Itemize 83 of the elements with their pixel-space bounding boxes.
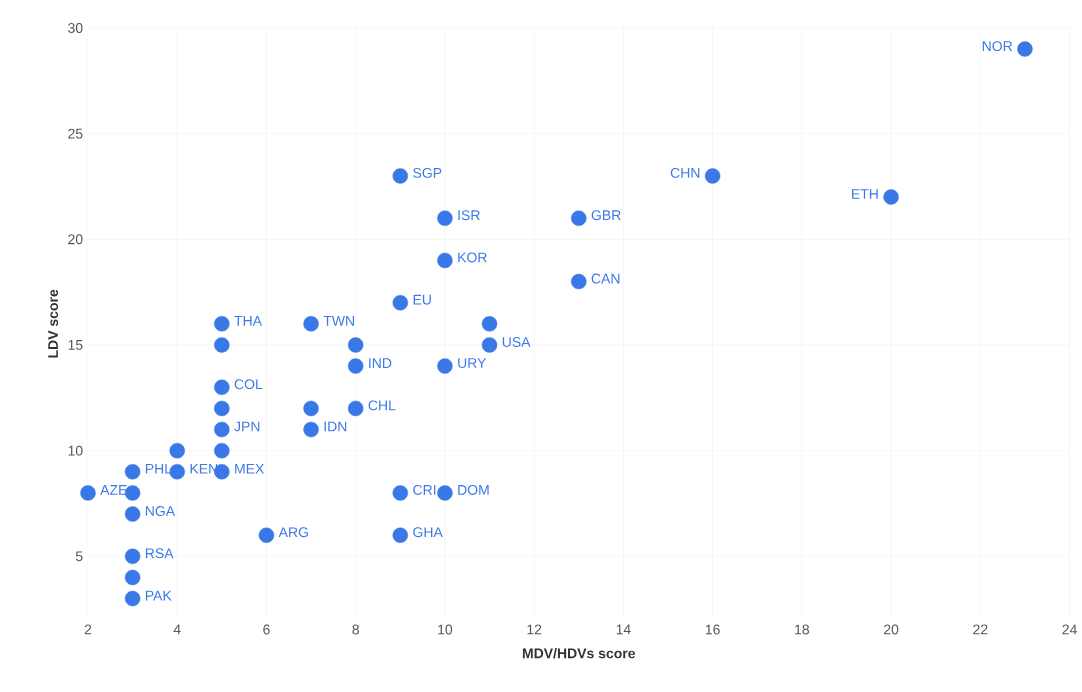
point: [303, 421, 319, 438]
annotation: CHL: [368, 400, 396, 411]
annotation: CHN: [670, 168, 700, 179]
y-tick-label: 10: [68, 445, 83, 456]
point: [214, 337, 230, 353]
annotation: MEX: [235, 464, 265, 474]
point: [169, 464, 185, 480]
x-tick-label: 18: [795, 624, 810, 635]
point: [124, 506, 141, 522]
annotation: TWN: [323, 316, 354, 326]
annotation: THA: [234, 316, 262, 326]
point: [124, 569, 141, 586]
annotation: NGA: [145, 506, 176, 517]
point: [437, 252, 453, 269]
x-tick-label: 22: [973, 624, 988, 635]
point: [80, 485, 96, 501]
point: [169, 443, 185, 459]
point: [392, 485, 408, 501]
point: [481, 316, 498, 332]
point: [214, 443, 230, 459]
x-tick-label: 2: [84, 624, 92, 635]
annotation: ARG: [278, 527, 308, 538]
annotation: COL: [234, 379, 263, 390]
point: [1017, 41, 1033, 57]
y-tick-label: 30: [68, 23, 83, 34]
point: [392, 527, 408, 544]
point: [571, 274, 587, 290]
annotation: PAK: [145, 590, 172, 601]
x-tick-label: 12: [527, 624, 542, 635]
point: [437, 485, 453, 501]
point: [214, 421, 230, 438]
annotation: CRI: [413, 485, 436, 496]
annotation: RSA: [145, 548, 174, 559]
y-tick-label: 5: [75, 551, 83, 562]
annotation: IND: [369, 358, 392, 369]
x-axis-title: MDV/HDVs score: [522, 648, 636, 659]
annotation: SGP: [413, 168, 442, 179]
point: [214, 379, 230, 396]
point: [437, 210, 453, 227]
x-tick-label: 14: [616, 624, 631, 635]
point: [571, 210, 587, 227]
x-tick-label: 8: [352, 624, 359, 635]
annotation: ETH: [852, 189, 878, 200]
point: [124, 548, 141, 565]
annotation: GHA: [413, 527, 443, 538]
y-tick-label: 25: [68, 128, 83, 139]
point: [347, 400, 364, 417]
point: [124, 591, 141, 607]
point: [883, 189, 899, 205]
annotation: JPN: [234, 421, 260, 432]
annotation: URY: [458, 358, 487, 369]
annotation: GBR: [591, 210, 621, 221]
point: [347, 337, 364, 353]
point: [437, 358, 453, 374]
point: [704, 168, 721, 184]
x-tick-label: 16: [705, 624, 720, 635]
x-tick-label: 4: [173, 624, 181, 635]
point: [303, 400, 319, 417]
point: [214, 400, 230, 417]
y-tick-label: 20: [68, 234, 83, 245]
point: [347, 358, 364, 374]
annotation: CAN: [591, 273, 620, 284]
annotation: NOR: [982, 41, 1013, 52]
annotation: DOM: [458, 485, 489, 496]
annotation: EU: [413, 294, 431, 305]
y-tick-label: 15: [68, 340, 83, 351]
annotation: IDN: [324, 421, 347, 432]
point: [392, 168, 408, 184]
x-tick-label: 10: [438, 624, 453, 635]
x-tick-label: 6: [263, 624, 270, 635]
point: [124, 464, 141, 480]
point: [392, 295, 408, 311]
annotation: PHL: [145, 464, 172, 474]
point: [481, 337, 498, 353]
annotation: ISR: [458, 210, 480, 221]
x-tick-label: 20: [884, 624, 899, 635]
x-tick-label: 24: [1062, 624, 1077, 635]
annotation: USA: [502, 337, 531, 348]
point: [258, 527, 275, 544]
annotation: KOR: [458, 252, 487, 263]
point: [303, 316, 319, 332]
point: [214, 316, 230, 332]
y-axis-title: LDV score: [48, 289, 59, 358]
